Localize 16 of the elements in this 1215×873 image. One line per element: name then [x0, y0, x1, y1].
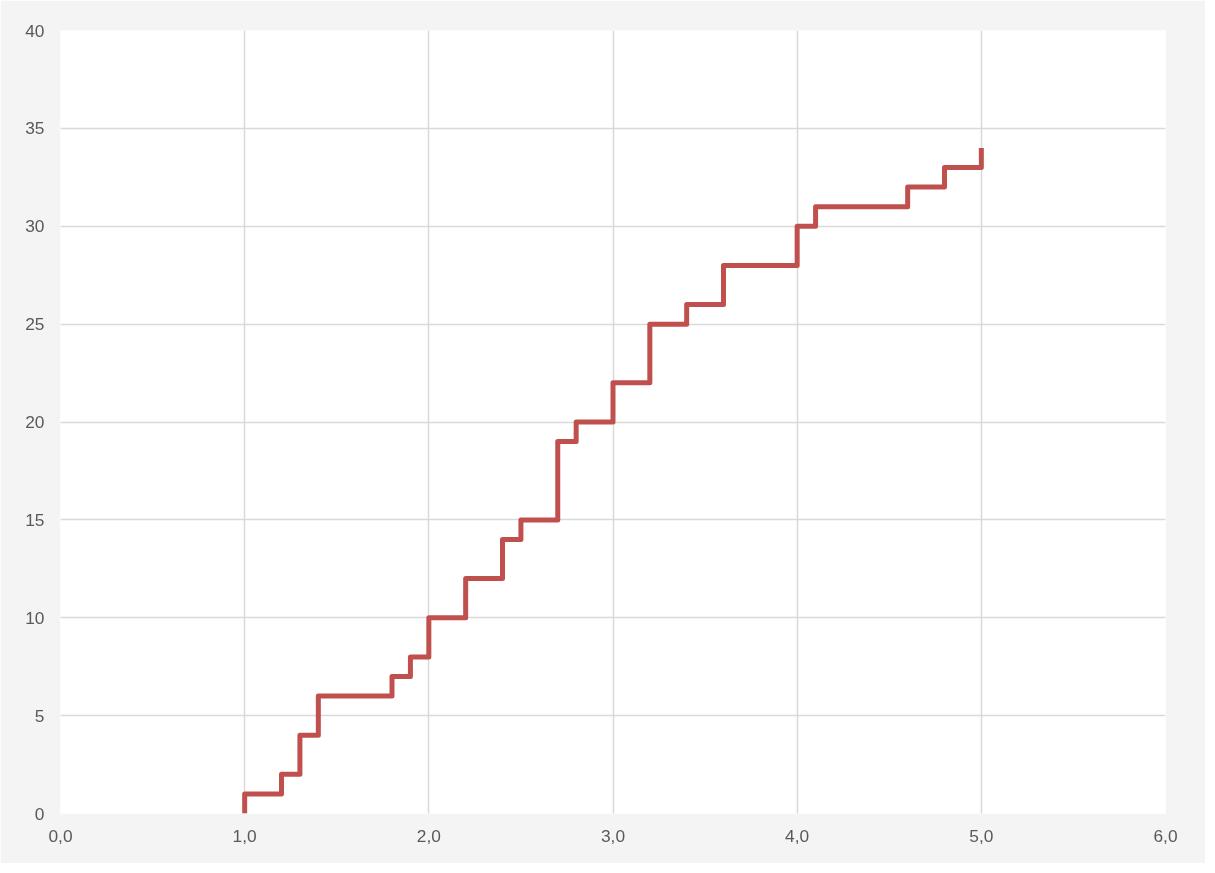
x-tick-label: 2,0: [416, 825, 441, 846]
y-tick-label: 15: [25, 509, 45, 530]
y-tick-label: 25: [25, 314, 45, 335]
y-tick-label: 35: [25, 118, 45, 139]
y-tick-label: 20: [25, 412, 45, 432]
y-tick-label: 0: [34, 803, 45, 824]
x-tick-label: 5,0: [969, 825, 994, 846]
y-tick-label: 5: [34, 705, 45, 726]
x-tick-label: 4,0: [785, 825, 810, 846]
y-tick-label: 30: [25, 216, 45, 237]
x-tick-label: 3,0: [600, 825, 626, 846]
y-tick-label: 10: [25, 607, 45, 628]
x-tick-label: 0,0: [48, 825, 73, 846]
x-tick-label: 6,0: [1153, 825, 1178, 846]
y-tick-label: 40: [25, 20, 45, 41]
x-tick-label: 1,0: [232, 825, 257, 846]
